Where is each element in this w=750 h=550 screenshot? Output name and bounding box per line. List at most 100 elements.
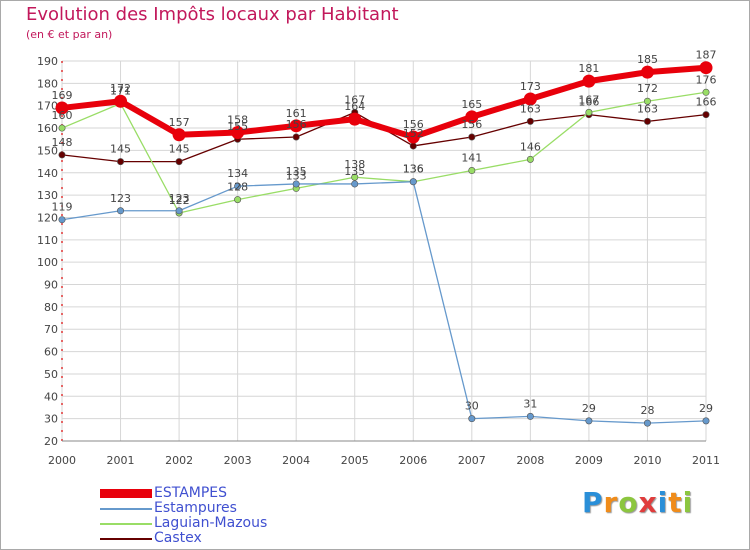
data-point	[640, 65, 654, 79]
logo-letter: P	[582, 486, 604, 519]
y-tick-label: 60	[44, 346, 58, 359]
legend-swatch	[100, 507, 152, 510]
data-label: 138	[344, 158, 365, 171]
data-label: 136	[403, 163, 424, 176]
data-point	[468, 133, 476, 141]
data-point	[348, 112, 362, 126]
data-label: 145	[169, 143, 190, 156]
legend-item: Castex	[100, 531, 267, 546]
chart-subtitle: (en € et par an)	[26, 28, 113, 41]
data-label: 176	[696, 73, 717, 86]
data-point	[55, 101, 69, 115]
x-tick-label: 2003	[224, 454, 252, 467]
plot-area	[62, 61, 706, 441]
data-point	[172, 128, 186, 142]
data-point	[234, 196, 242, 204]
data-label: 145	[110, 143, 131, 156]
data-label: 172	[637, 82, 658, 95]
data-point	[585, 417, 593, 425]
data-point	[234, 182, 242, 190]
data-point	[58, 151, 66, 159]
proxiti-logo: Proxiti	[582, 486, 693, 519]
legend-label: Estampures	[154, 500, 237, 516]
data-point	[117, 158, 125, 166]
data-label: 156	[461, 118, 482, 131]
data-label: 187	[696, 49, 717, 62]
data-point	[702, 111, 710, 119]
legend-label: Laguian-Mazous	[154, 515, 268, 531]
series-line-estampes	[59, 64, 709, 140]
data-label: 160	[52, 109, 73, 122]
data-label: 155	[227, 120, 248, 133]
data-label: 133	[286, 169, 307, 182]
data-point	[58, 124, 66, 132]
data-point	[523, 92, 537, 106]
data-point	[468, 415, 476, 423]
data-point	[289, 119, 303, 133]
x-tick-label: 2008	[516, 454, 544, 467]
logo-letter: t	[668, 486, 683, 519]
y-tick-label: 70	[44, 323, 58, 336]
data-point	[406, 130, 420, 144]
series-line-laguian-mazous	[61, 91, 707, 214]
data-label: 128	[227, 181, 248, 194]
data-label: 135	[286, 165, 307, 178]
legend-item: Estampures	[100, 501, 267, 516]
data-label: 135	[344, 165, 365, 178]
data-label: 158	[227, 114, 248, 127]
data-label: 148	[52, 136, 73, 149]
chart-legend: ESTAMPES Estampures Laguian-Mazous Castex	[100, 486, 267, 546]
data-label: 167	[578, 93, 599, 106]
data-point	[702, 88, 710, 96]
legend-swatch	[100, 537, 152, 540]
data-point	[409, 178, 417, 186]
data-point	[526, 155, 534, 163]
data-label: 157	[169, 116, 190, 129]
x-tick-label: 2011	[692, 454, 720, 467]
chart-title: Evolution des Impôts locaux par Habitant	[26, 4, 399, 25]
data-label: 141	[461, 152, 482, 165]
series-line-estampures	[61, 181, 707, 424]
legend-swatch	[100, 489, 152, 498]
y-tick-label: 130	[37, 189, 58, 202]
x-tick-label: 2000	[48, 454, 76, 467]
x-tick-label: 2010	[633, 454, 661, 467]
data-label: 136	[403, 163, 424, 176]
data-label: 31	[523, 397, 537, 410]
data-label: 134	[227, 167, 248, 180]
data-point	[526, 412, 534, 420]
x-tick-label: 2004	[282, 454, 310, 467]
y-tick-label: 180	[37, 77, 58, 90]
data-label: 30	[465, 400, 479, 413]
x-tick-label: 2007	[458, 454, 486, 467]
data-label: 119	[52, 201, 73, 214]
data-point	[231, 126, 245, 140]
data-label: 172	[110, 82, 131, 95]
data-label: 169	[52, 89, 73, 102]
data-point	[643, 419, 651, 427]
data-label: 185	[637, 53, 658, 66]
data-point	[702, 417, 710, 425]
x-tick-label: 2002	[165, 454, 193, 467]
legend-label: ESTAMPES	[154, 485, 228, 501]
data-label: 163	[520, 102, 541, 115]
data-label: 28	[640, 404, 654, 417]
data-point	[465, 110, 479, 124]
data-label: 163	[637, 102, 658, 115]
data-point	[585, 108, 593, 116]
y-tick-label: 20	[44, 435, 58, 448]
logo-letter: x	[638, 486, 658, 519]
legend-item: Laguian-Mazous	[100, 516, 267, 531]
legend-swatch	[100, 522, 152, 525]
y-tick-label: 170	[37, 100, 58, 113]
y-tick-label: 50	[44, 368, 58, 381]
data-point	[699, 61, 713, 75]
y-tick-label: 190	[37, 55, 58, 68]
data-point	[292, 180, 300, 188]
data-label: 166	[696, 96, 717, 109]
data-point	[175, 158, 183, 166]
data-point	[114, 94, 128, 108]
y-tick-label: 140	[37, 167, 58, 180]
y-tick-label: 120	[37, 211, 58, 224]
